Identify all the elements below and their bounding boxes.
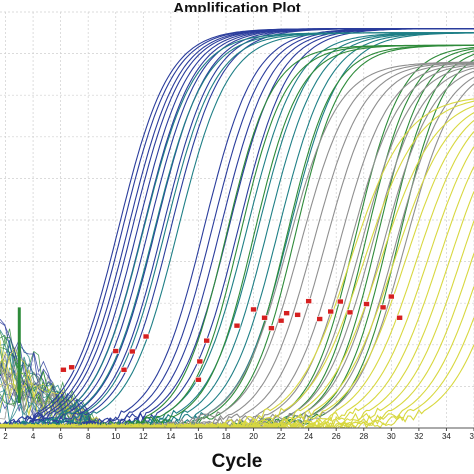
threshold-marker-22 [396,314,403,321]
baseline-noise-trace-32 [0,362,100,428]
amplification-curve-27 [1,44,474,428]
x-tick-label-12: 26 [332,432,341,441]
amplification-curve-58 [0,344,474,428]
amplification-curve-49 [0,119,474,428]
threshold-marker-16 [327,308,334,315]
x-tick-label-6: 14 [166,432,175,441]
threshold-marker-9 [261,314,268,321]
amplification-curve-46 [0,100,474,428]
curve-layer [0,28,474,428]
x-axis-label: Cycle [211,451,263,472]
x-tick-label-3: 8 [86,432,91,441]
x-tick-label-5: 12 [139,432,148,441]
amplification-curve-18 [5,32,474,428]
x-tick-label-4: 10 [111,432,120,441]
threshold-marker-24 [142,333,150,340]
x-tick-label-1: 4 [31,432,36,441]
x-tick-label-2: 6 [58,432,63,441]
threshold-marker-layer [60,293,403,383]
amplification-curve-19 [1,32,474,428]
amplification-curve-41 [0,67,474,428]
threshold-marker-4 [128,348,136,355]
x-tick-label-15: 32 [414,432,423,441]
threshold-marker-8 [250,306,257,313]
x-tick-layer: 24681012141618202224262830323436 [3,428,474,441]
x-tick-label-0: 2 [3,432,8,441]
x-tick-label-10: 22 [277,432,286,441]
amplification-curve-30 [3,48,474,428]
threshold-marker-2 [112,348,120,354]
x-tick-label-13: 28 [359,432,368,441]
x-tick-label-14: 30 [387,432,396,441]
threshold-marker-3 [120,366,128,373]
threshold-marker-11 [277,317,285,324]
threshold-marker-15 [316,316,323,322]
threshold-marker-6 [203,337,210,344]
threshold-marker-1 [68,364,75,371]
threshold-marker-14 [305,298,312,304]
threshold-marker-23 [195,376,202,383]
amplification-curve-56 [3,286,474,428]
x-tick-label-16: 34 [442,432,451,441]
amplification-curve-52 [0,166,474,428]
x-tick-label-9: 20 [249,432,258,441]
amplification-curve-14 [0,28,474,428]
threshold-marker-18 [346,309,354,316]
threshold-marker-20 [379,304,387,311]
amplification-curve-50 [0,131,474,428]
amplification-curve-26 [0,44,474,428]
amplification-curve-34 [0,61,474,428]
x-tick-label-8: 18 [222,432,231,441]
amplification-curve-35 [0,61,474,428]
threshold-marker-19 [363,301,370,307]
threshold-marker-5 [196,358,204,365]
threshold-marker-10 [268,325,275,331]
threshold-marker-7 [233,322,241,329]
threshold-marker-13 [294,312,301,318]
threshold-marker-21 [388,293,395,300]
x-tick-label-11: 24 [304,432,313,441]
x-tick-label-17: 36 [470,432,474,441]
threshold-marker-17 [337,298,344,305]
threshold-marker-12 [283,310,290,316]
x-tick-label-7: 16 [194,432,203,441]
amplification-curve-57 [6,317,474,428]
threshold-marker-0 [60,366,67,373]
